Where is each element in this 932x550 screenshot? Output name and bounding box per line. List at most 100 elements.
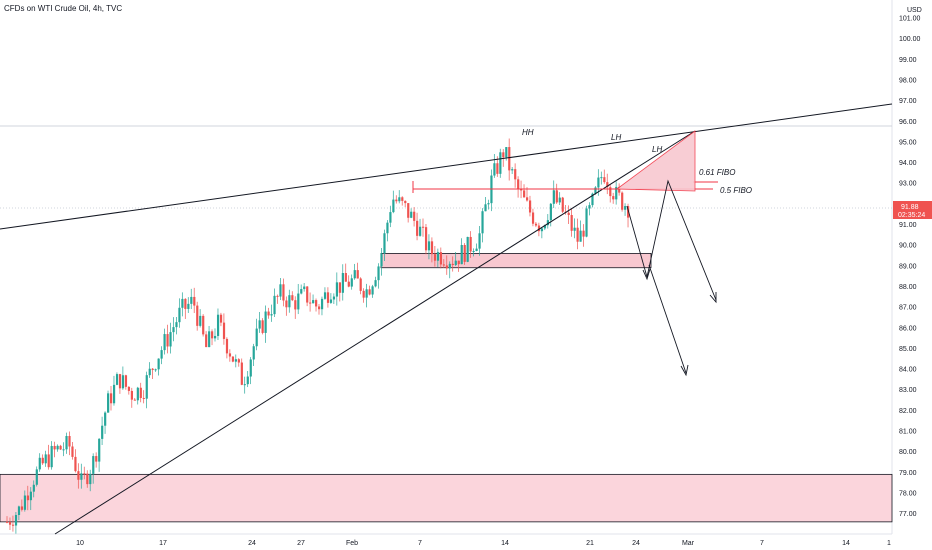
candle-down (528, 200, 532, 213)
candle-up (472, 250, 475, 252)
candle-down (130, 390, 133, 400)
y-tick-label: 97.00 (899, 98, 917, 105)
x-tick-label: 10 (76, 540, 84, 547)
candle-up (136, 387, 139, 401)
x-tick-label: 17 (159, 540, 167, 547)
candle-up (329, 299, 333, 303)
candle-down (603, 177, 606, 183)
candle-up (427, 241, 431, 251)
candle-up (511, 169, 514, 171)
candle-down (621, 192, 624, 210)
candle-up (14, 514, 18, 526)
candle-down (606, 182, 609, 188)
candle-down (59, 445, 62, 450)
candle-down (211, 331, 214, 339)
annotation-05-fibo: 0.5 FIBO (720, 186, 752, 195)
candle-down (326, 292, 330, 303)
resistance-zone (380, 253, 652, 269)
candle-down (127, 386, 131, 391)
candle-up (300, 289, 303, 294)
candle-up (466, 236, 469, 262)
candle-down (193, 296, 196, 306)
candle-up (383, 233, 386, 254)
candle-up (505, 147, 508, 158)
candle-down (451, 263, 454, 266)
candle-up (154, 369, 157, 371)
candle-down (11, 524, 15, 526)
candle-up (190, 296, 193, 304)
candle-down (609, 187, 612, 197)
y-tick-label: 101.00 (899, 16, 921, 23)
candle-up (23, 495, 27, 510)
x-tick-label: 1 (887, 540, 891, 547)
candle-down (362, 290, 365, 298)
candle-down (570, 215, 573, 231)
candle-up (297, 293, 300, 310)
y-tick-label: 99.00 (899, 57, 917, 64)
candle-up (320, 298, 324, 310)
y-tick-label: 91.00 (899, 222, 917, 229)
candle-down (240, 362, 243, 385)
candle-down (430, 241, 434, 255)
candle-down (439, 252, 443, 265)
candle-down (184, 298, 187, 309)
candle-up (454, 260, 457, 266)
candle-down (133, 399, 136, 401)
candle-up (484, 204, 487, 212)
projection-arrow-2 (646, 179, 717, 301)
candle-up (335, 282, 339, 297)
y-tick-label: 83.00 (899, 387, 917, 394)
candle-down (47, 454, 50, 468)
y-tick-label: 93.00 (899, 181, 917, 188)
candle-up (591, 193, 594, 206)
x-tick-label: 24 (632, 540, 640, 547)
y-tick-label: 95.00 (899, 139, 917, 146)
candle-down (222, 322, 226, 339)
x-tick-label: 7 (760, 540, 764, 547)
candle-up (481, 211, 484, 234)
candle-up (112, 384, 116, 404)
lower-trendline[interactable] (54, 130, 696, 535)
upper-trendline[interactable] (0, 103, 893, 230)
y-tick-label: 84.00 (899, 367, 917, 374)
y-tick-label: 89.00 (899, 263, 917, 270)
candle-down (395, 199, 398, 202)
candle-down (433, 254, 437, 261)
candle-down (309, 302, 312, 304)
candle-up (104, 412, 107, 426)
candle-up (279, 284, 282, 297)
candle-up (101, 425, 104, 439)
candle-down (523, 190, 526, 198)
candle-down (401, 197, 404, 201)
candle-up (208, 331, 211, 348)
last-price-tag (893, 201, 932, 219)
candle-down (291, 295, 294, 301)
candle-up (410, 211, 413, 218)
annotation-061-fibo: 0.61 FIBO (699, 168, 735, 177)
candle-down (237, 359, 240, 363)
candle-up (615, 186, 618, 200)
candle-down (531, 212, 535, 224)
candle-down (463, 245, 466, 262)
y-tick-label: 79.00 (899, 470, 917, 477)
candle-down (338, 282, 341, 293)
candle-up (350, 278, 353, 287)
candle-up (214, 335, 217, 339)
candle-up (62, 449, 65, 451)
candle-up (35, 469, 38, 485)
candle-down (205, 334, 208, 348)
candle-down (496, 163, 499, 174)
candle-down (526, 197, 529, 201)
candle-up (56, 445, 59, 450)
candle-up (89, 473, 92, 485)
y-tick-label: 78.00 (899, 490, 917, 497)
candle-up (419, 226, 422, 236)
candle-down (612, 196, 615, 200)
candle-up (540, 228, 544, 232)
candle-down (118, 374, 122, 389)
candle-up (169, 332, 172, 347)
candle-up (29, 491, 32, 501)
y-tick-label: 85.00 (899, 346, 917, 353)
candle-up (216, 314, 220, 336)
